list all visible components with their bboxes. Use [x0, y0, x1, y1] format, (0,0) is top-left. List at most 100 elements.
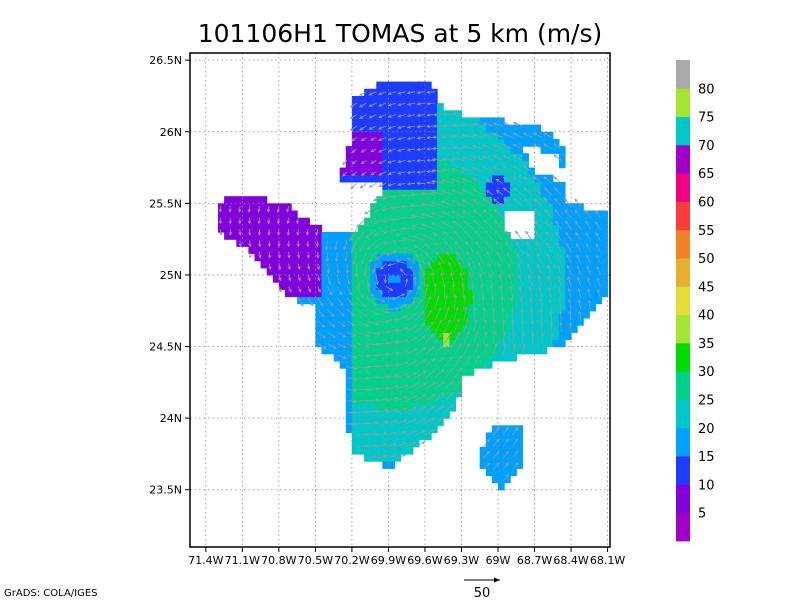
field-cell	[498, 203, 505, 212]
field-cell	[309, 232, 316, 240]
field-cell	[449, 303, 456, 312]
wind-vector	[568, 288, 572, 298]
wind-vector	[407, 137, 416, 140]
wind-vector	[569, 310, 572, 321]
field-cell	[285, 282, 292, 290]
field-cell	[370, 296, 377, 305]
wind-vector-head	[553, 154, 558, 158]
field-cell	[485, 167, 493, 176]
wind-vector	[397, 148, 406, 152]
colorbar-label: 25	[698, 394, 715, 409]
wind-vector	[337, 354, 347, 359]
field-cell	[528, 332, 536, 340]
field-cell	[431, 339, 438, 348]
field-cell	[418, 389, 426, 398]
field-cell	[351, 325, 359, 333]
field-cell	[358, 174, 365, 183]
field-cell	[321, 282, 329, 290]
field-cell	[321, 274, 329, 283]
wind-vector-head	[257, 220, 261, 225]
wind-vector	[392, 228, 406, 231]
wind-vector-head	[557, 275, 561, 280]
field-cell	[248, 239, 256, 247]
field-cell	[437, 317, 444, 326]
field-cell	[425, 425, 432, 434]
field-cell	[504, 346, 511, 355]
wind-vector-head	[488, 273, 493, 277]
field-cell	[479, 210, 487, 219]
field-cell	[510, 425, 517, 434]
wind-vector-head	[366, 283, 370, 288]
field-cell	[498, 453, 505, 462]
field-cell	[577, 274, 584, 283]
field-cell	[394, 124, 402, 133]
wind-vector-head	[248, 254, 252, 259]
wind-vector-head	[553, 187, 558, 191]
field-cell	[388, 403, 396, 412]
wind-vector	[596, 255, 601, 264]
wind-vector	[424, 321, 434, 333]
field-cell	[449, 375, 456, 383]
field-cell	[571, 267, 578, 276]
wind-vector-head	[426, 158, 430, 163]
wind-vector-head	[402, 454, 407, 458]
wind-vector-head	[525, 230, 529, 235]
wind-vector-head	[436, 294, 440, 299]
field-cell	[473, 217, 481, 226]
field-cell	[431, 310, 438, 319]
field-cell	[358, 346, 365, 355]
wind-vector-head	[404, 338, 409, 342]
field-cell	[437, 382, 444, 391]
wind-vector	[523, 187, 533, 196]
field-cell	[540, 332, 548, 340]
wind-vector-head	[533, 143, 537, 147]
wind-vector	[366, 456, 377, 459]
field-cell	[345, 253, 353, 262]
field-cell	[418, 239, 426, 247]
wind-vector	[452, 146, 464, 150]
wind-vector	[424, 243, 435, 253]
field-cell	[558, 239, 566, 247]
wind-vector	[417, 102, 426, 105]
wind-vector	[405, 442, 416, 448]
wind-vector-head	[438, 261, 442, 266]
wind-vector-head	[403, 407, 408, 411]
wind-vector-head	[450, 368, 454, 372]
wind-vector	[512, 426, 518, 436]
field-cell	[418, 360, 426, 369]
field-cell	[364, 153, 371, 161]
wind-vector	[501, 296, 504, 310]
field-cell	[467, 360, 475, 369]
wind-vector-head	[425, 252, 429, 256]
wind-vector	[462, 145, 474, 150]
wind-vector	[359, 102, 367, 108]
wind-vector-head	[397, 125, 402, 129]
wind-vector-head	[455, 306, 459, 311]
field-cell	[376, 353, 383, 362]
field-cell	[540, 181, 548, 190]
field-cell	[224, 224, 231, 233]
y-tick-label: 25.5N	[149, 197, 182, 210]
field-cell	[254, 246, 262, 255]
wind-vector	[506, 252, 513, 264]
wind-vector-head	[512, 121, 517, 125]
field-cell	[345, 339, 353, 348]
field-cell	[303, 253, 310, 262]
field-cell	[437, 189, 444, 197]
field-cell	[412, 360, 420, 369]
field-cell	[540, 253, 548, 262]
field-cell	[376, 446, 383, 455]
field-cell	[370, 389, 377, 398]
field-cell	[437, 389, 444, 398]
field-cell	[370, 282, 377, 290]
wind-vector-head	[353, 355, 358, 359]
field-cell	[546, 310, 554, 319]
field-cell	[327, 274, 335, 283]
field-cell	[443, 274, 450, 283]
field-cell	[370, 203, 377, 212]
wind-vector-head	[534, 219, 539, 224]
field-cell	[412, 174, 420, 183]
wind-vector	[527, 264, 533, 276]
field-cell	[406, 360, 414, 369]
wind-vector-head	[500, 296, 504, 300]
